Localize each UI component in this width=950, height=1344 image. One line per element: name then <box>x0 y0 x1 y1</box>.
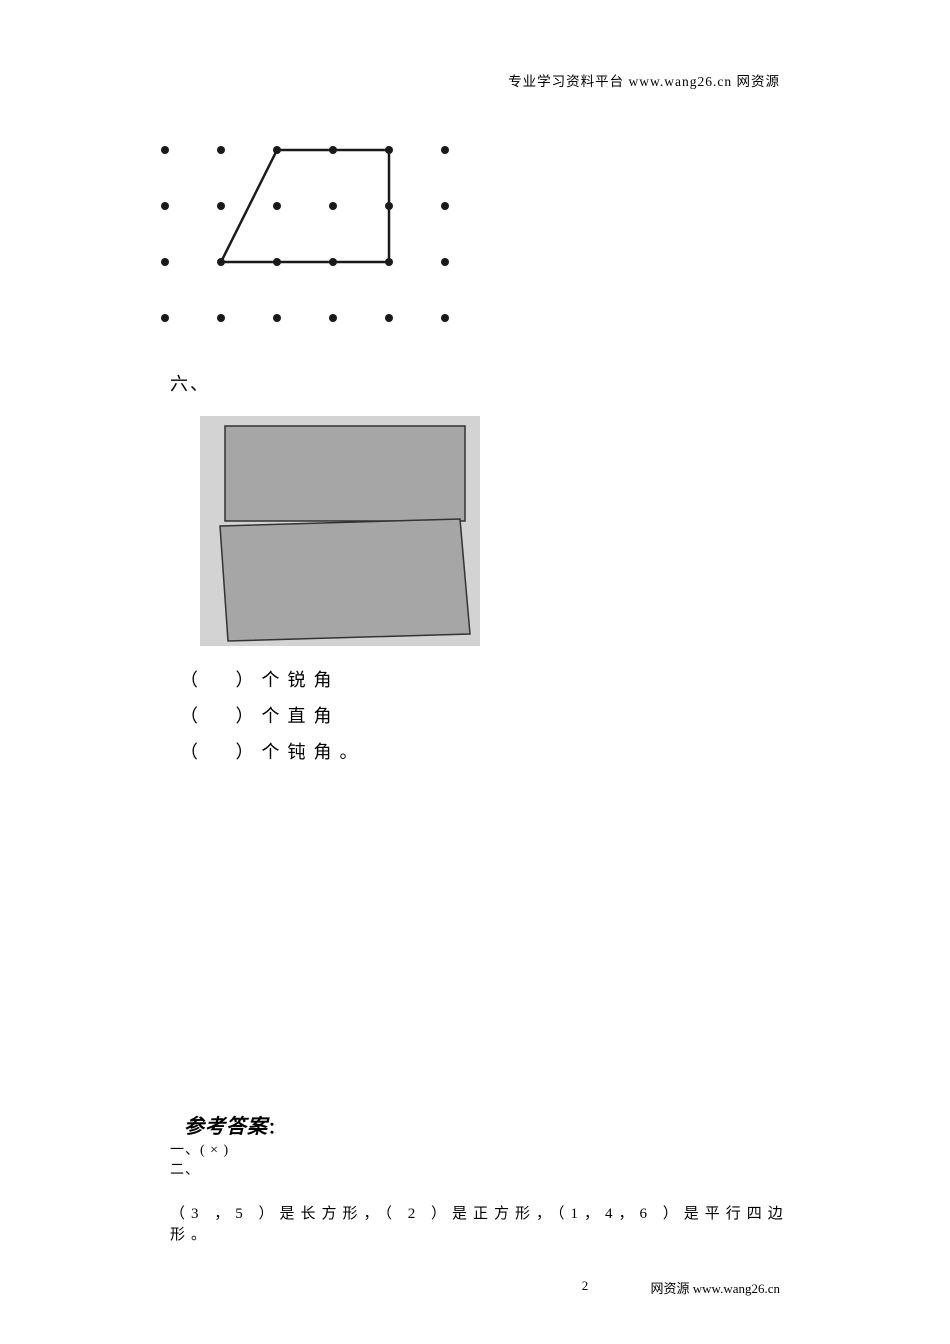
fill-blank-obtuse: （ ）个钝角。 <box>180 738 850 764</box>
open-paren: （ <box>180 742 198 762</box>
fill-blank-acute: （ ）个锐角 <box>180 666 850 692</box>
shapes-svg <box>200 416 480 646</box>
answer-sentence: （3 ，5 ）是长方形，（ 2 ）是正方形，（1，4，6 ）是平行四边形。 <box>170 1202 790 1244</box>
dot-grid-svg <box>155 140 515 340</box>
fill-text: ）个直角 <box>236 706 340 726</box>
shapes-figure <box>200 416 480 646</box>
page-header: 专业学习资料平台 www.wang26.cn 网资源 <box>508 70 780 90</box>
section-six-label: 六、 <box>170 370 850 396</box>
page-number: 2 <box>582 1278 589 1294</box>
fill-blank-right: （ ）个直角 <box>180 702 850 728</box>
answer-colon: ： <box>268 1120 285 1137</box>
open-paren: （ <box>180 670 198 690</box>
fill-text: ）个钝角。 <box>236 742 366 762</box>
content-area: 六、 （ ）个锐角 （ ）个直角 （ ）个钝角。 <box>170 140 850 764</box>
answer-key-section: 参考答案： 一、( × ) 二、 （3 ，5 ）是长方形，（ 2 ）是正方形，（… <box>170 1110 790 1244</box>
dot-grid-figure <box>155 140 515 340</box>
document-page: 专业学习资料平台 www.wang26.cn 网资源 六、 （ ）个锐角 （ ）… <box>0 0 950 1344</box>
fill-text: ）个锐角 <box>236 670 340 690</box>
open-paren: （ <box>180 706 198 726</box>
answer-title: 参考答案： <box>184 1110 790 1139</box>
answer-line-2: 二、 <box>170 1161 790 1181</box>
answer-title-text: 参考答案 <box>184 1116 268 1138</box>
answer-line-1: 一、( × ) <box>170 1141 790 1161</box>
page-footer: 2 网资源 www.wang26.cn <box>0 1278 950 1294</box>
footer-source: 网资源 www.wang26.cn <box>651 1278 781 1297</box>
